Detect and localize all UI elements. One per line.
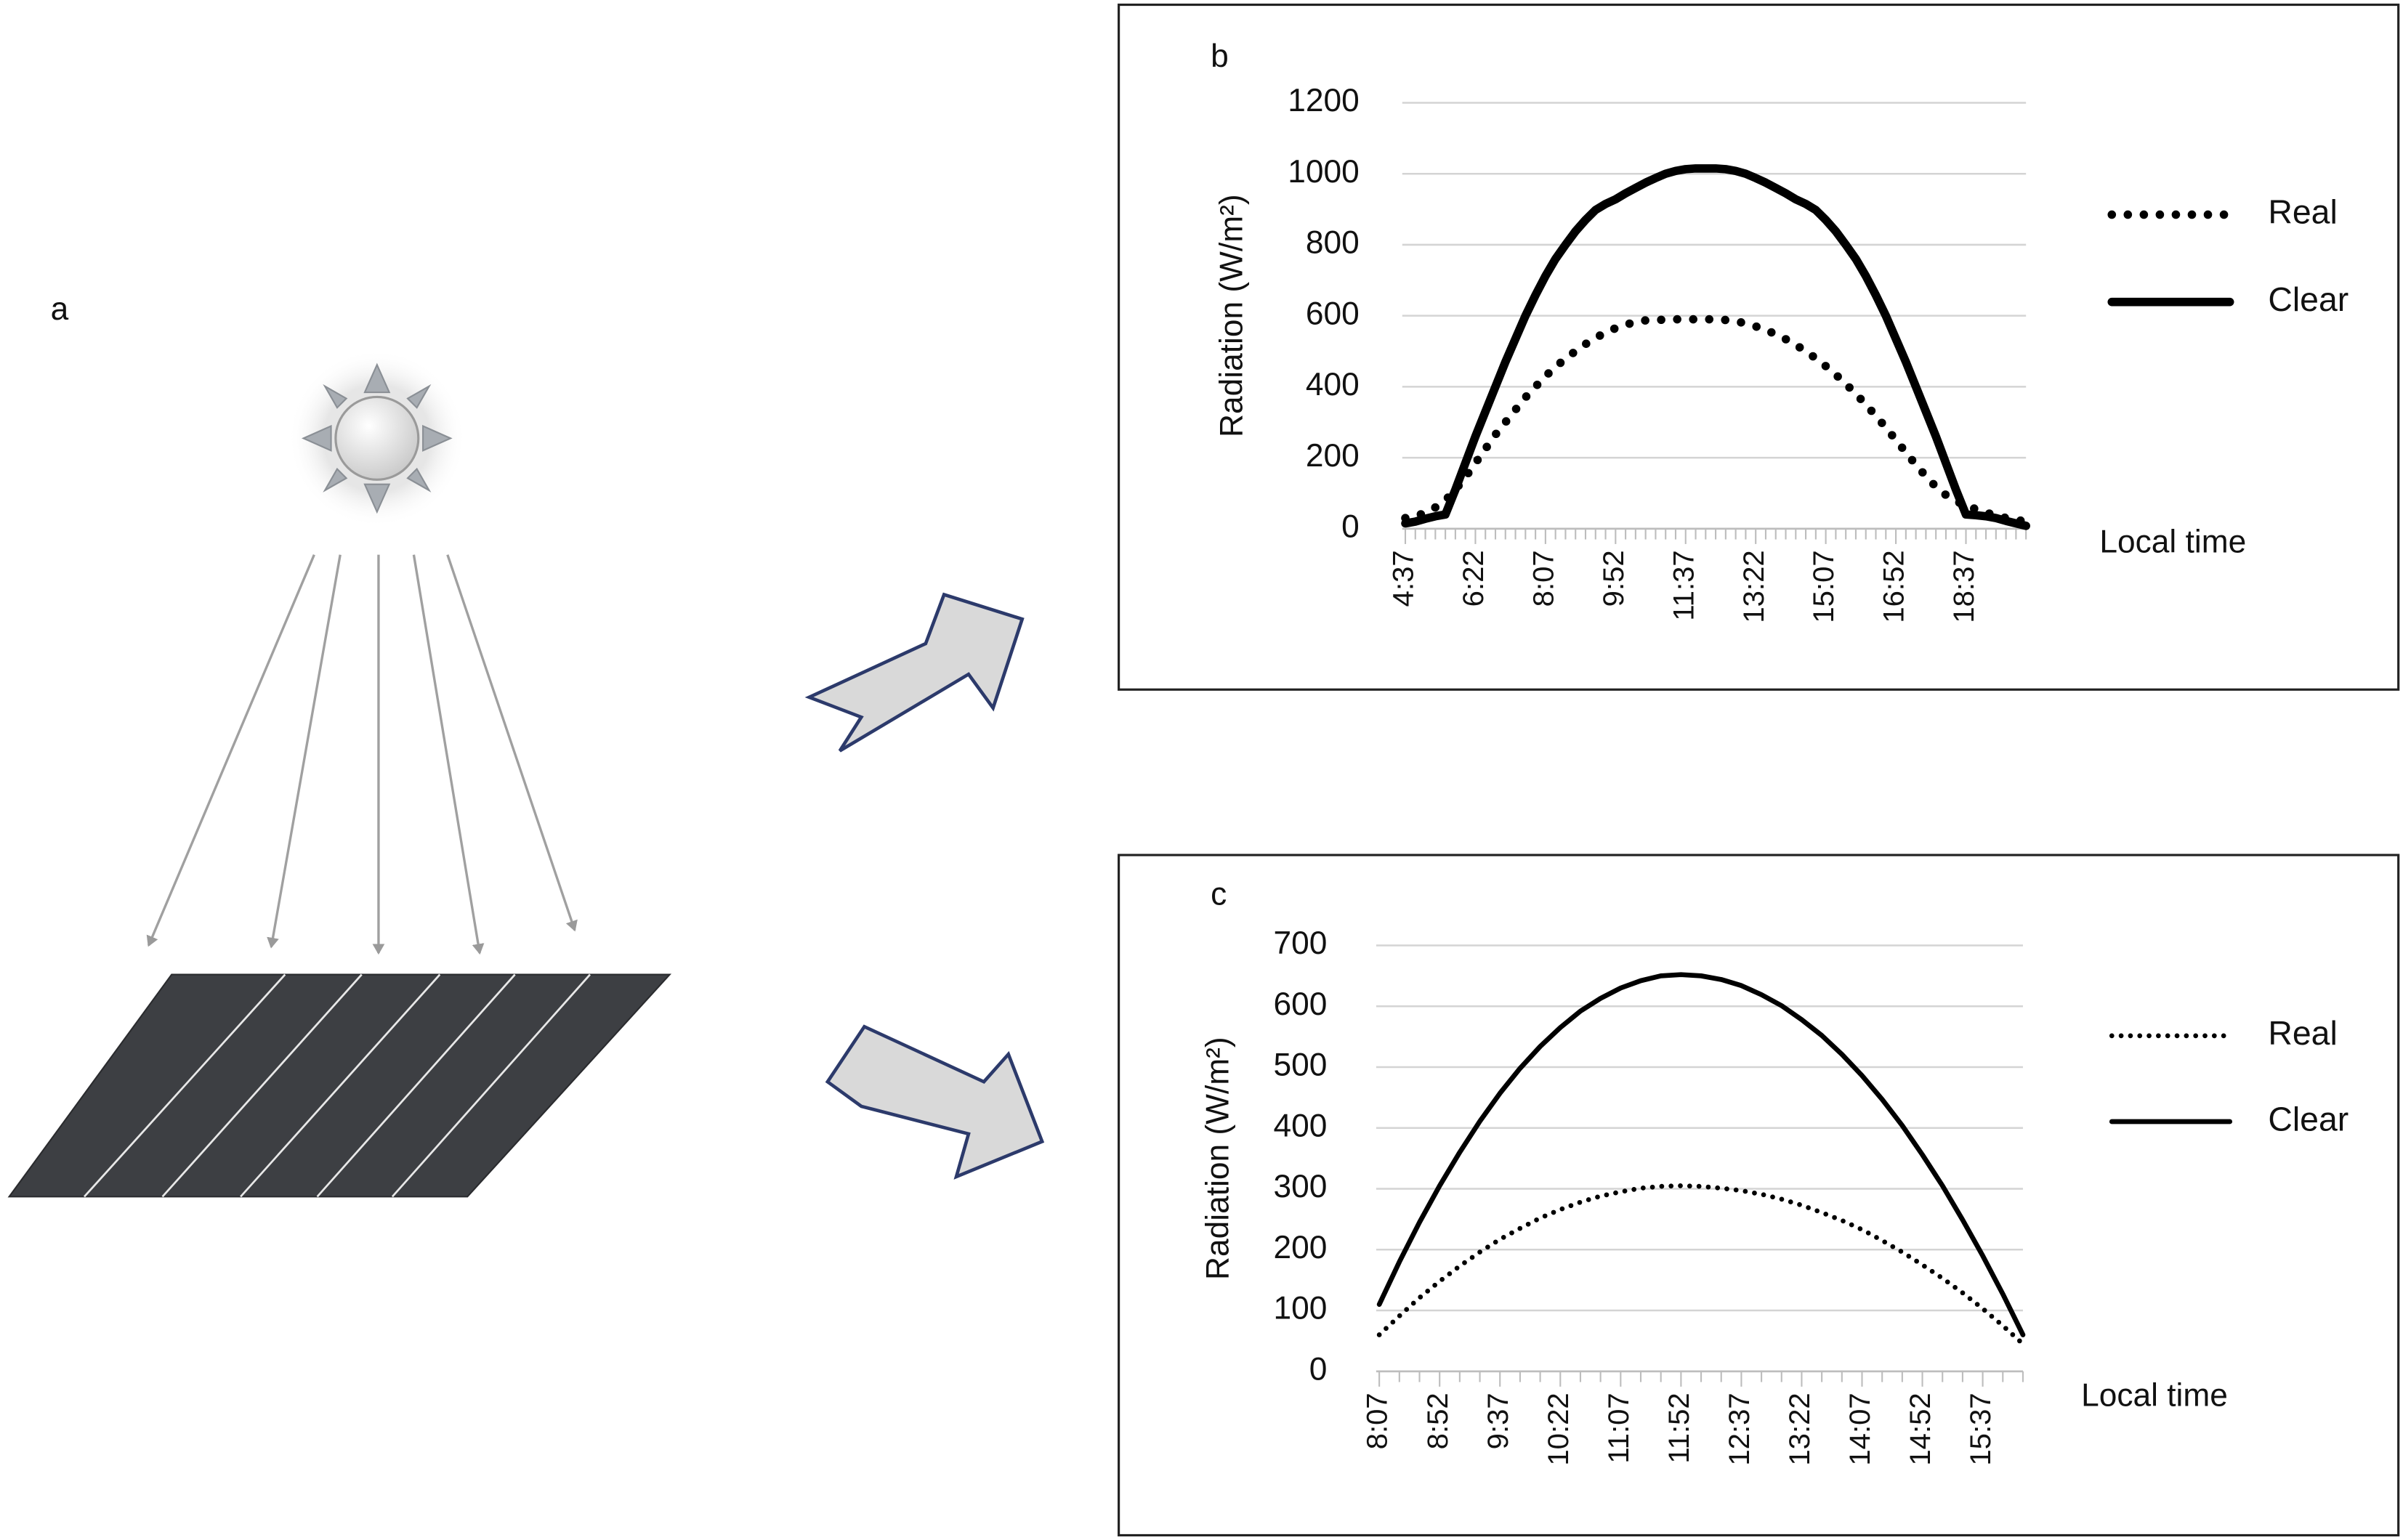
y-tick-label: 700 — [1274, 925, 1328, 961]
arrows — [804, 592, 1045, 1180]
sun-rays — [146, 554, 578, 955]
y-tick-label: 200 — [1274, 1230, 1328, 1265]
x-axis-title: Local time — [2099, 524, 2246, 560]
x-tick-label: 9:37 — [1482, 1393, 1514, 1449]
x-axis-title: Local time — [2081, 1377, 2228, 1413]
y-tick-label: 1000 — [1288, 154, 1360, 190]
y-tick-label: 600 — [1274, 986, 1328, 1022]
panel-frame — [1118, 3, 2400, 691]
y-tick-label: 0 — [1341, 509, 1360, 545]
x-tick-label: 11:37 — [1668, 550, 1700, 620]
y-tick-label: 1200 — [1288, 83, 1360, 118]
x-tick-label: 14:52 — [1905, 1393, 1936, 1465]
legend-label: Real — [2268, 193, 2337, 231]
series-line — [1401, 164, 2030, 530]
x-tick-label: 13:22 — [1784, 1393, 1816, 1465]
x-tick-label: 16:52 — [1878, 550, 1910, 623]
x-tick-label: 10:22 — [1543, 1393, 1575, 1465]
y-tick-label: 100 — [1274, 1291, 1328, 1326]
solar-panel — [7, 973, 672, 1198]
series-line — [1376, 1183, 2026, 1347]
series-line — [1401, 315, 2030, 526]
y-tick-label: 500 — [1274, 1047, 1328, 1083]
legend-label: Clear — [2268, 1100, 2349, 1138]
x-tick-label: 9:52 — [1598, 550, 1630, 607]
x-tick-label: 15:07 — [1808, 550, 1840, 623]
x-tick-label: 4:37 — [1388, 550, 1420, 607]
panel-label: c — [1211, 877, 1227, 912]
y-tick-label: 300 — [1274, 1169, 1328, 1204]
x-tick-label: 11:07 — [1603, 1393, 1635, 1463]
legend-label: Real — [2268, 1014, 2337, 1052]
x-tick-label: 8:07 — [1362, 1393, 1394, 1449]
y-axis-title: Radiation (W/m²) — [1200, 1037, 1236, 1280]
y-axis-title: Radiation (W/m²) — [1213, 194, 1249, 437]
legend-label: Clear — [2268, 280, 2349, 318]
y-tick-label: 600 — [1306, 296, 1360, 331]
y-tick-label: 200 — [1306, 438, 1360, 474]
y-tick-label: 800 — [1306, 225, 1360, 261]
y-tick-label: 400 — [1306, 367, 1360, 402]
panel-frame — [1118, 854, 2400, 1537]
x-tick-label: 6:22 — [1458, 550, 1490, 607]
x-tick-label: 15:37 — [1965, 1393, 1997, 1465]
panel-label: b — [1211, 38, 1229, 74]
series-line — [1376, 972, 2026, 1337]
x-tick-label: 13:22 — [1738, 550, 1770, 623]
x-tick-label: 8:52 — [1422, 1393, 1454, 1449]
x-tick-label: 12:37 — [1724, 1393, 1756, 1465]
y-tick-label: 0 — [1309, 1352, 1328, 1387]
x-tick-label: 8:07 — [1527, 550, 1559, 607]
y-tick-label: 400 — [1274, 1108, 1328, 1143]
x-tick-label: 14:07 — [1844, 1393, 1876, 1465]
sun — [288, 349, 467, 527]
x-tick-label: 11:52 — [1663, 1393, 1695, 1463]
x-tick-label: 18:37 — [1948, 550, 1980, 623]
panel-label: a — [51, 291, 69, 327]
